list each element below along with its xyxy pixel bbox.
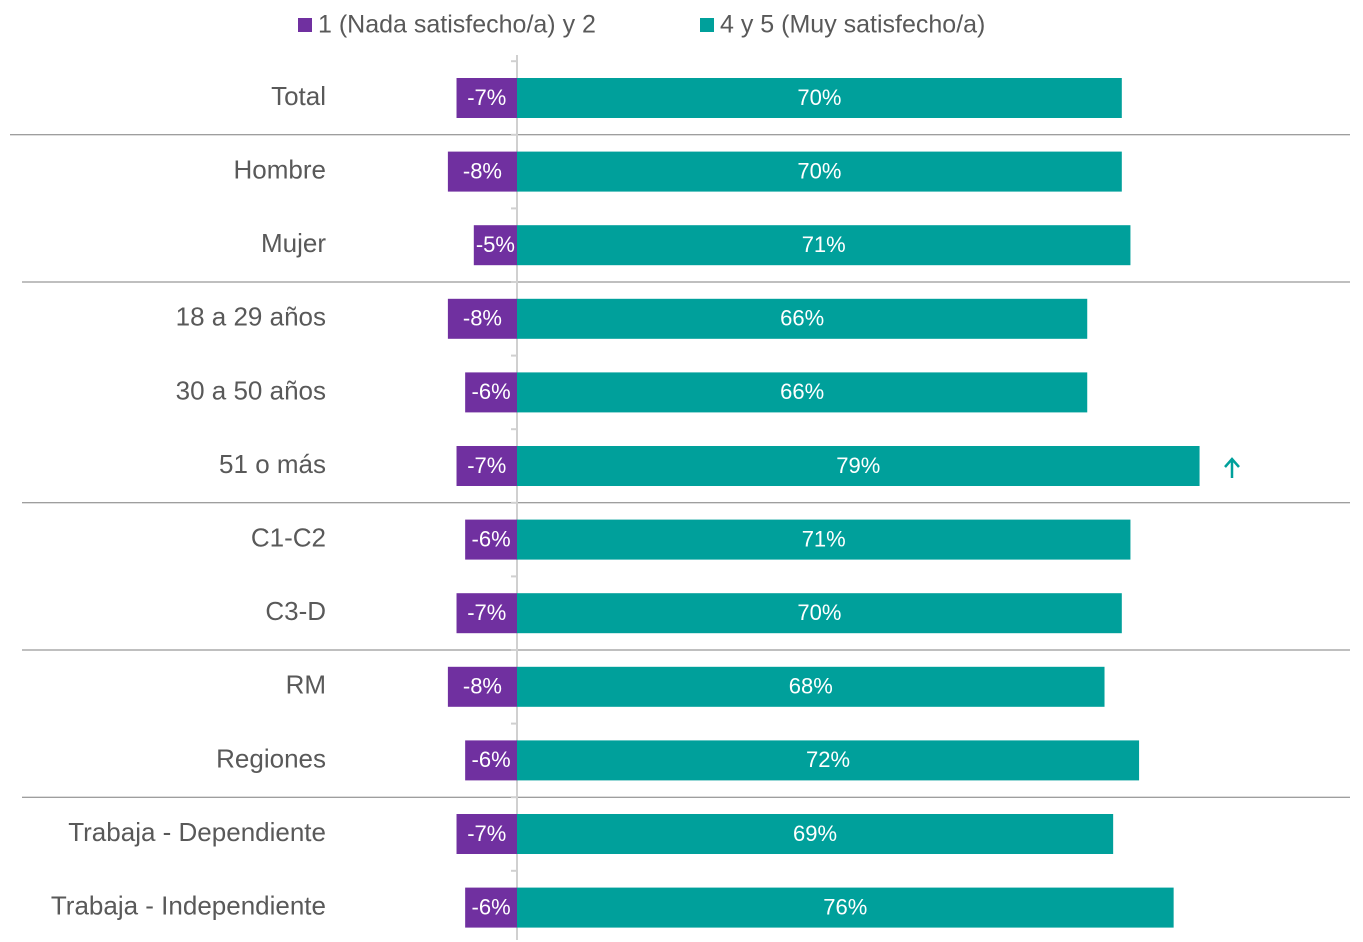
data-label: -8% [463,158,502,183]
data-label: -7% [467,821,506,846]
legend-swatch [298,18,312,32]
bar [517,298,1088,339]
bar [456,446,517,486]
data-label: -5% [476,232,515,257]
bar [473,225,517,266]
category-label: Total [271,81,326,111]
data-label: 66% [780,379,824,404]
data-label: 76% [823,894,867,919]
significance-arrow [1224,457,1240,478]
legend-label: 4 y 5 (Muy satisfecho/a) [720,11,985,39]
data-label: 79% [836,453,880,478]
data-label: 68% [789,674,833,699]
data-label: -8% [463,306,502,331]
bar [517,887,1174,928]
category-label: 18 a 29 años [176,302,326,332]
bar [517,666,1105,707]
category-label: RM [286,670,326,700]
bar [517,446,1200,486]
bar [465,372,517,413]
data-label: 66% [780,306,824,331]
bar [517,151,1122,192]
category-label: Trabaja - Independiente [51,890,326,920]
data-label: -6% [472,894,511,919]
bar [517,814,1114,854]
bar [517,225,1131,266]
category-label: C1-C2 [251,522,326,552]
bar [456,78,517,118]
category-label: Hombre [234,154,326,184]
data-label: 69% [793,821,837,846]
category-label: C3-D [265,596,326,626]
category-label: Trabaja - Dependiente [68,817,326,847]
data-label: 70% [797,85,841,110]
category-label: 30 a 50 años [176,375,326,405]
bar [465,887,517,928]
data-label: -7% [467,85,506,110]
bar [456,593,517,634]
bar [465,519,517,560]
bar [465,740,517,781]
bar [456,814,517,854]
bar [517,78,1122,118]
data-label: -6% [472,747,511,772]
data-label: 72% [806,747,850,772]
bar [517,740,1140,781]
data-label: 70% [797,600,841,625]
data-label: -6% [472,379,511,404]
data-label: 71% [802,232,846,257]
bar [517,372,1088,413]
category-label: 51 o más [219,449,326,479]
category-label: Mujer [261,228,326,258]
bar [447,298,517,339]
data-label: 71% [802,526,846,551]
data-label: 70% [797,158,841,183]
data-label: -8% [463,674,502,699]
legend-label: 1 (Nada satisfecho/a) y 2 [318,11,596,39]
legend-swatch [700,18,714,32]
bar [447,666,517,707]
bar [517,593,1122,634]
legend: 1 (Nada satisfecho/a) y 2 4 y 5 (Muy sati… [298,11,985,39]
data-label: -7% [467,600,506,625]
data-label: -6% [472,526,511,551]
data-label: -7% [467,453,506,478]
category-label: Regiones [216,743,326,773]
bar [517,519,1131,560]
bar [447,151,517,192]
